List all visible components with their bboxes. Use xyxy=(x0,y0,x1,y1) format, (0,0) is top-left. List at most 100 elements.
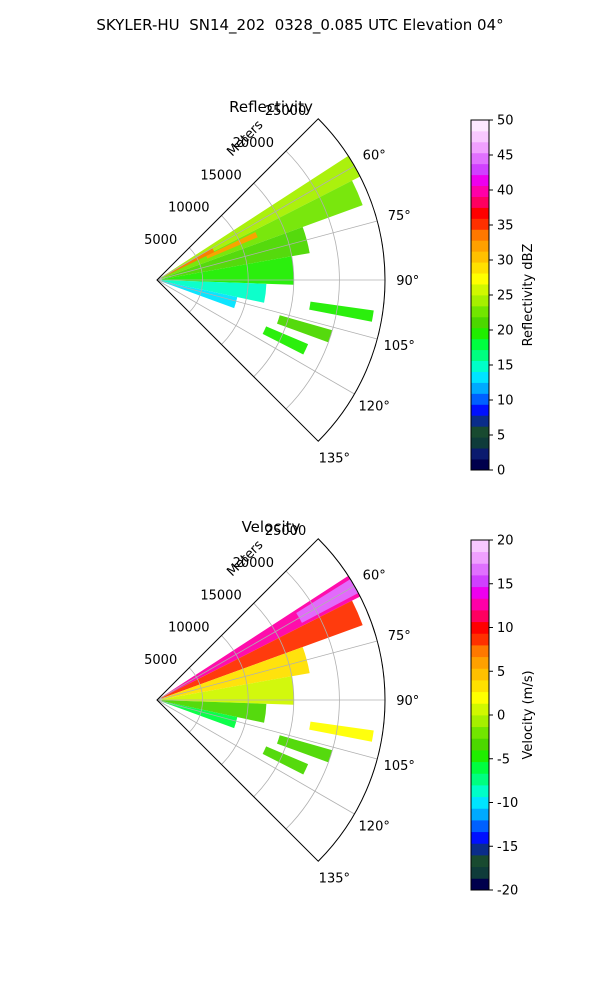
colorbar-tick-label: -15 xyxy=(497,840,518,855)
colorbar-segment xyxy=(471,305,489,318)
colorbar-segment xyxy=(471,633,489,646)
colorbar-segment xyxy=(471,680,489,693)
colorbar: -20 -15 -10 -5 0 5 10 15 20 Velocity (m/s) xyxy=(470,534,536,899)
colorbar-segment xyxy=(471,437,489,449)
radial-tick-label: 10000 xyxy=(168,621,209,636)
colorbar-segment xyxy=(471,218,489,230)
azimuth-tick-label: 105° xyxy=(384,759,415,774)
colorbar-segment xyxy=(471,610,489,623)
radial-tick-label: 20000 xyxy=(233,556,274,571)
azimuth-tick-label: 120° xyxy=(359,399,390,414)
colorbar-segment xyxy=(471,163,489,176)
colorbar-segment xyxy=(471,796,489,809)
colorbar-segment xyxy=(471,360,489,372)
colorbar-tick-label: 5 xyxy=(497,665,505,680)
colorbar-tick-label: -5 xyxy=(497,752,510,767)
colorbar-segment xyxy=(471,761,489,774)
data-cell xyxy=(262,326,309,355)
colorbar-segment xyxy=(471,773,489,786)
colorbar-segment xyxy=(471,785,489,798)
figure-title: SKYLER-HU SN14_202 0328_0.085 UTC Elevat… xyxy=(96,16,504,34)
azimuth-spoke xyxy=(156,699,378,760)
colorbar-tick-label: 0 xyxy=(497,709,505,724)
colorbar-segment xyxy=(471,820,489,833)
sector-outline xyxy=(156,118,386,442)
data-cells xyxy=(160,575,374,775)
azimuth-spoke xyxy=(156,279,355,395)
colorbar-segment xyxy=(471,349,489,362)
colorbar-tick-label: 50 xyxy=(497,114,514,129)
panel-title: Reflectivity xyxy=(229,98,313,116)
colorbar-tick-label: 40 xyxy=(497,184,514,199)
data-cell xyxy=(161,256,294,285)
data-cell xyxy=(161,700,238,729)
colorbar-segment xyxy=(471,738,489,751)
azimuth-tick-label: 105° xyxy=(384,339,415,354)
data-cell xyxy=(164,248,215,276)
data-cell xyxy=(161,676,294,705)
colorbar-segment xyxy=(471,808,489,821)
colorbar-tick-label: -20 xyxy=(497,884,518,899)
colorbar-segment xyxy=(471,120,489,132)
data-cell xyxy=(161,646,310,700)
azimuth-tick-label: 75° xyxy=(388,629,411,644)
data-cell xyxy=(161,280,267,303)
reflectivity-panel: Reflectivity500010000150002000025000Mete… xyxy=(144,98,536,479)
radial-tick-label: 25000 xyxy=(265,524,306,539)
colorbar-segment xyxy=(471,598,489,611)
colorbar-segment xyxy=(471,540,489,553)
colorbar-segment xyxy=(471,371,489,383)
colorbar-tick-label: 35 xyxy=(497,219,514,234)
colorbar-segment xyxy=(471,831,489,844)
azimuth-spoke xyxy=(156,220,378,281)
data-cell xyxy=(276,315,333,343)
colorbar-segment xyxy=(471,273,489,285)
colorbar-segment xyxy=(471,327,489,340)
colorbar-segment xyxy=(471,726,489,739)
data-cell xyxy=(161,600,363,699)
colorbar-label: Velocity (m/s) xyxy=(521,670,536,759)
data-cells xyxy=(160,155,374,355)
colorbar-tick-label: 25 xyxy=(497,289,514,304)
colorbar-segment xyxy=(471,207,489,219)
colorbar-segment xyxy=(471,152,489,165)
azimuth-tick-label: 75° xyxy=(388,209,411,224)
colorbar-segment xyxy=(471,691,489,704)
colorbar-tick-label: 0 xyxy=(497,464,505,479)
colorbar-segment xyxy=(471,866,489,879)
data-cell xyxy=(309,721,374,742)
radial-tick-label: 15000 xyxy=(200,588,241,603)
data-cell xyxy=(276,735,333,763)
radial-tick-label: 25000 xyxy=(265,104,306,119)
colorbar-tick-label: 10 xyxy=(497,394,514,409)
data-cell xyxy=(161,700,267,723)
colorbar-segment xyxy=(471,750,489,763)
data-cell xyxy=(161,226,310,280)
colorbar-segment xyxy=(471,185,489,197)
colorbar-segment xyxy=(471,251,489,263)
colorbar-segment xyxy=(471,426,489,438)
radial-tick-label: 15000 xyxy=(200,168,241,183)
colorbar-tick-label: 15 xyxy=(497,359,514,374)
colorbar-segment xyxy=(471,645,489,658)
colorbar-segment xyxy=(471,338,489,351)
colorbar-segment xyxy=(471,295,489,307)
panel-title: Velocity xyxy=(242,518,301,536)
colorbar-segment xyxy=(471,229,489,241)
colorbar-segment xyxy=(471,551,489,564)
colorbar-tick-label: 5 xyxy=(497,429,505,444)
colorbar-segment xyxy=(471,448,489,460)
sector-outline xyxy=(156,538,386,862)
data-cell xyxy=(309,301,374,322)
colorbar-tick-label: 15 xyxy=(497,577,514,592)
colorbar-tick-label: 45 xyxy=(497,149,514,164)
colorbar-segment xyxy=(471,563,489,576)
colorbar-segment xyxy=(471,703,489,716)
azimuth-tick-label: 135° xyxy=(319,451,350,466)
colorbar-segment xyxy=(471,404,489,416)
data-cell xyxy=(296,579,359,623)
azimuth-spoke xyxy=(156,640,378,701)
colorbar-segment xyxy=(471,656,489,669)
